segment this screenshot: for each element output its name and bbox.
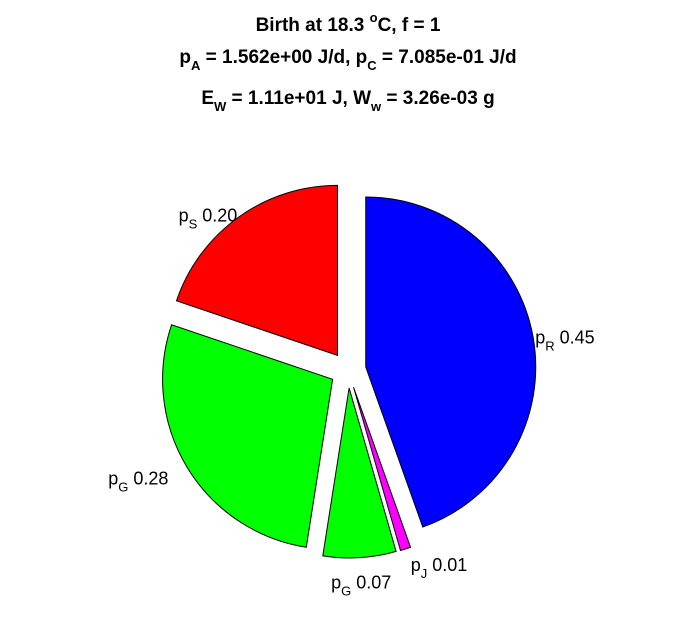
title-line-2: pA = 1.562e+00 J/d, pC = 7.085e-01 J/d <box>179 47 516 73</box>
pie-slice-2 <box>353 386 412 552</box>
slice-label-3: pG 0.07 <box>331 573 391 599</box>
pie-slice-3 <box>322 387 397 559</box>
title-line-1: Birth at 18.3 oC, f = 1 <box>256 10 441 36</box>
pie-slice-5 <box>175 184 339 357</box>
slice-label-2: pJ 0.01 <box>411 555 468 581</box>
slice-label-4: pG 0.28 <box>108 469 168 495</box>
slice-labels: pR 0.45 pJ 0.01 pG 0.07 pG 0.28 pS 0.20 <box>108 206 594 599</box>
slice-label-5: pS 0.20 <box>179 206 238 232</box>
chart-title: Birth at 18.3 oC, f = 1 pA = 1.562e+00 J/… <box>179 10 516 114</box>
title-line-3: EW = 1.11e+01 J, Ww = 3.26e-03 g <box>201 88 494 114</box>
pie-slice-1 <box>365 196 537 528</box>
pie-slices <box>162 184 537 559</box>
pie-slice-4 <box>162 324 334 548</box>
slice-label-1: pR 0.45 <box>535 328 594 354</box>
